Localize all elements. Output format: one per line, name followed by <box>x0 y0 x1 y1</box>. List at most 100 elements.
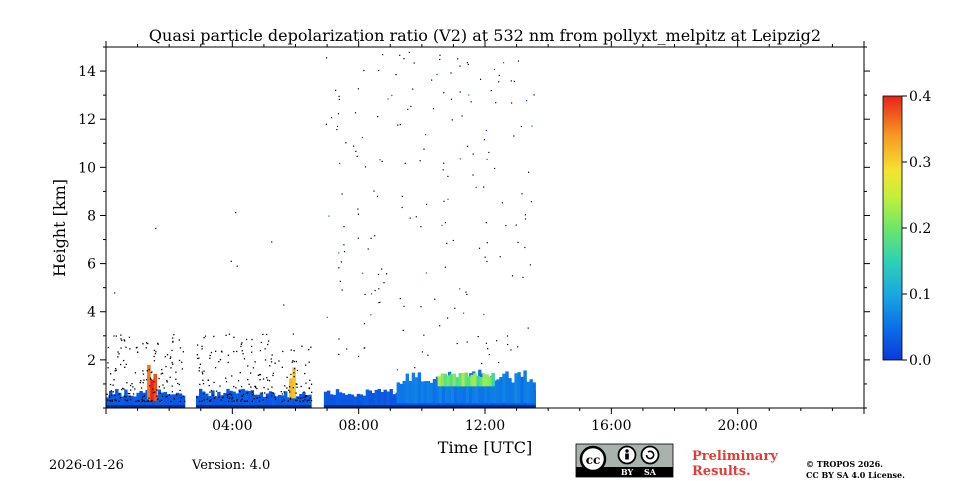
noise-speckle <box>367 248 369 250</box>
noise-speckle <box>142 370 144 372</box>
heatmap-cell <box>473 373 477 387</box>
noise-speckle <box>228 393 230 396</box>
noise-speckle <box>271 354 273 356</box>
noise-speckle <box>240 400 242 402</box>
noise-speckle <box>109 400 112 402</box>
heatmap-cell <box>505 371 509 404</box>
noise-speckle <box>143 395 146 397</box>
noise-speckle <box>115 369 117 371</box>
heatmap-cell <box>389 389 393 408</box>
heatmap-cell <box>481 373 485 404</box>
noise-speckle <box>434 298 436 300</box>
noise-speckle <box>291 361 293 363</box>
heatmap-cell <box>429 382 434 404</box>
noise-speckle <box>158 377 160 380</box>
noise-speckle <box>403 305 405 307</box>
heatmap-cell <box>469 373 473 404</box>
noise-speckle <box>443 92 445 94</box>
noise-speckle <box>296 386 298 388</box>
heatmap-cell <box>353 396 358 408</box>
noise-speckle <box>498 74 500 76</box>
noise-speckle <box>459 158 461 160</box>
heatmap-cell <box>426 381 431 404</box>
noise-speckle <box>114 370 116 372</box>
noise-speckle <box>301 345 303 347</box>
noise-speckle <box>407 108 409 110</box>
heatmap-cell <box>452 373 456 387</box>
heatmap-cell <box>284 391 288 408</box>
noise-speckle <box>150 378 152 380</box>
noise-speckle <box>163 387 165 389</box>
noise-speckle <box>256 387 258 390</box>
heatmap-cell <box>377 388 381 408</box>
noise-speckle <box>208 384 210 387</box>
noise-speckle <box>413 62 415 64</box>
noise-speckle <box>184 400 186 403</box>
noise-speckle <box>281 393 284 395</box>
noise-speckle <box>247 365 249 367</box>
heatmap-cell <box>365 389 370 408</box>
noise-speckle <box>270 361 273 363</box>
noise-speckle <box>243 400 246 402</box>
heatmap-cell <box>262 396 267 408</box>
noise-speckle <box>129 393 131 395</box>
noise-speckle <box>381 268 383 270</box>
y-axis: 2 4 6 8 10 12 14 <box>78 46 870 409</box>
heatmap-cell <box>435 376 440 404</box>
noise-speckle <box>461 115 463 117</box>
noise-speckle <box>325 123 327 125</box>
heatmap-cell <box>461 372 465 387</box>
noise-speckle <box>281 400 283 403</box>
noise-speckle <box>336 129 338 131</box>
preliminary-line-2: Results. <box>692 464 751 479</box>
noise-speckle <box>236 350 238 353</box>
noise-speckle <box>515 224 517 226</box>
heatmap-cell <box>438 378 443 404</box>
copyright-line-1: © TROPOS 2026. <box>806 459 883 469</box>
heatmap-cell <box>526 381 530 404</box>
noise-speckle <box>158 386 160 388</box>
noise-speckle <box>153 360 156 362</box>
noise-speckle <box>520 125 522 128</box>
noise-speckle <box>529 264 531 266</box>
noise-speckle <box>203 370 205 372</box>
noise-speckle <box>132 386 134 388</box>
noise-speckle <box>202 383 205 385</box>
noise-speckle <box>517 346 519 348</box>
heatmap-cell <box>277 394 282 408</box>
noise-speckle <box>215 350 217 352</box>
noise-speckle <box>310 399 313 402</box>
noise-speckle <box>527 327 529 329</box>
colorbar-tick-label: 0.4 <box>909 89 931 105</box>
noise-speckle <box>486 260 488 263</box>
noise-speckle <box>171 361 173 364</box>
noise-speckle <box>123 388 125 390</box>
heatmap-cell <box>420 381 425 404</box>
noise-speckle <box>144 400 146 402</box>
noise-speckle <box>376 195 379 197</box>
noise-speckle <box>510 349 512 351</box>
heatmap-cell <box>154 397 158 408</box>
noise-speckle <box>356 155 358 157</box>
noise-speckle <box>150 371 152 374</box>
noise-speckle <box>490 90 492 92</box>
heatmap-cell <box>163 392 168 408</box>
noise-speckle <box>175 394 178 396</box>
noise-speckle <box>310 383 313 385</box>
noise-speckle <box>263 387 265 389</box>
noise-speckle <box>425 134 427 136</box>
heatmap-cell <box>470 374 474 387</box>
heatmap-cell <box>457 382 461 404</box>
noise-speckle <box>175 371 177 373</box>
noise-speckle <box>253 398 255 400</box>
noise-speckle <box>209 400 212 402</box>
heatmap-cell <box>289 378 293 399</box>
noise-speckle <box>152 388 154 390</box>
noise-speckle <box>507 343 509 346</box>
noise-speckle <box>255 386 257 389</box>
noise-speckle <box>463 312 465 314</box>
noise-speckle <box>303 391 305 393</box>
noise-speckle <box>271 241 273 243</box>
noise-speckle <box>247 379 249 381</box>
heatmap-cell <box>402 380 406 404</box>
